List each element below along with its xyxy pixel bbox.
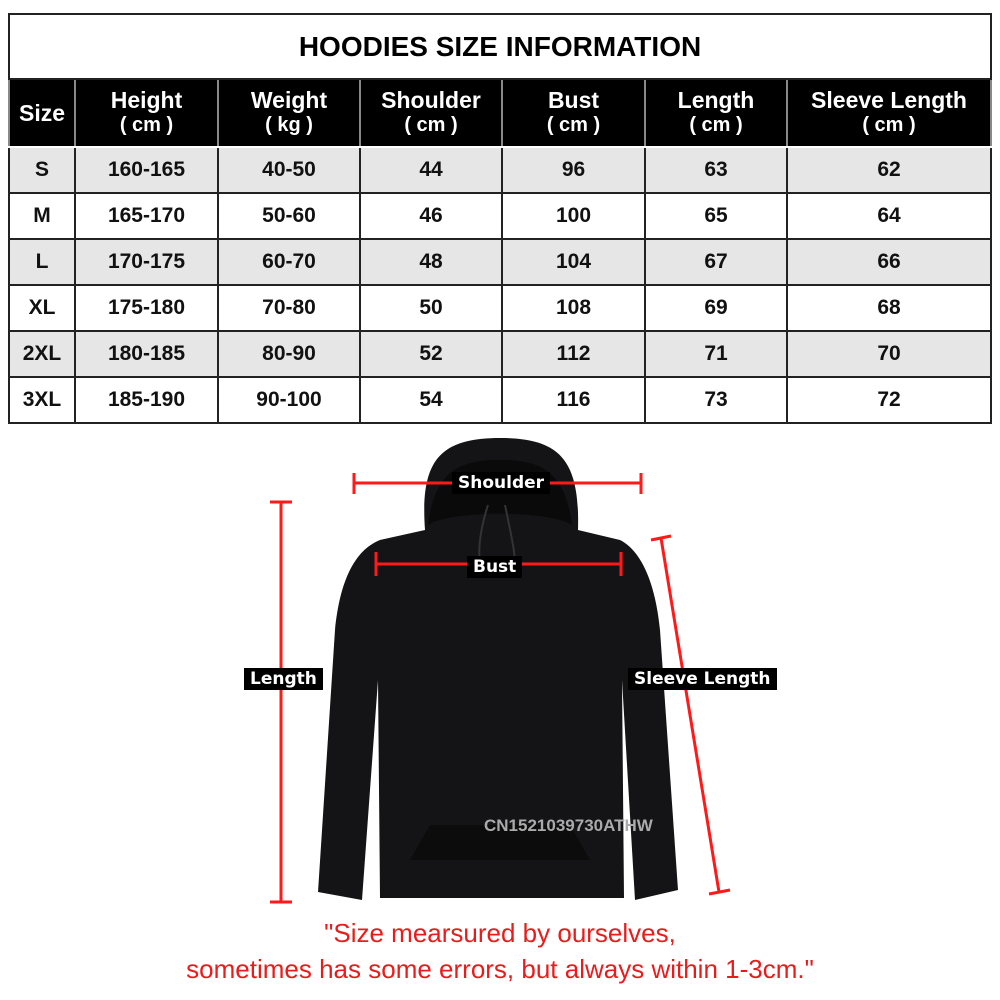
column-header-label: Sleeve Length	[811, 87, 967, 113]
table-cell: 50-60	[217, 192, 361, 240]
column-header-unit: ( cm )	[546, 114, 601, 136]
table-cell: 96	[501, 146, 646, 194]
table-cell: 52	[359, 330, 503, 378]
table-cell: 80-90	[217, 330, 361, 378]
table-cell: 73	[644, 376, 788, 424]
shoulder-label: Shoulder	[452, 472, 551, 494]
table-row: M 165-170 50-60 46 100 65 64	[8, 192, 993, 240]
table-cell: 180-185	[74, 330, 219, 378]
table-cell: S	[8, 146, 76, 194]
table-cell: 70-80	[217, 284, 361, 332]
table-cell: 90-100	[217, 376, 361, 424]
column-header-label: Size	[18, 99, 66, 126]
column-header-label: Bust	[547, 87, 600, 113]
table-cell: 108	[501, 284, 646, 332]
column-header: Weight( kg )	[217, 78, 361, 148]
table-cell: 46	[359, 192, 503, 240]
bust-label: Bust	[467, 556, 523, 578]
column-header-label: Weight	[250, 87, 328, 113]
length-label: Length	[244, 668, 323, 690]
note-line-2: sometimes has some errors, but always wi…	[186, 954, 814, 984]
column-header-unit: ( kg )	[265, 114, 313, 136]
table-cell: 2XL	[8, 330, 76, 378]
table-cell: 71	[644, 330, 788, 378]
table-cell: 69	[644, 284, 788, 332]
table-cell: 70	[785, 330, 993, 378]
table-cell: 67	[644, 238, 788, 286]
column-header-label: Height	[110, 87, 183, 113]
column-header: Shoulder( cm )	[359, 78, 503, 148]
table-cell: 185-190	[74, 376, 219, 424]
table-cell: 65	[644, 192, 788, 240]
sleeve-length-label: Sleeve Length	[628, 668, 777, 690]
table-cell: L	[8, 238, 76, 286]
table-row: S 160-165 40-50 44 96 63 62	[8, 146, 993, 194]
table-cell: 63	[644, 146, 788, 194]
table-cell: 116	[501, 376, 646, 424]
column-header: Length( cm )	[644, 78, 788, 148]
column-header-unit: ( cm )	[689, 114, 743, 136]
table-cell: 72	[785, 376, 993, 424]
column-header-unit: ( cm )	[404, 114, 458, 136]
table-cell: 54	[359, 376, 503, 424]
table-row: 3XL 185-190 90-100 54 116 73 72	[8, 376, 993, 424]
column-header: Sleeve Length( cm )	[785, 78, 993, 148]
table-cell: 50	[359, 284, 503, 332]
table-cell: 66	[785, 238, 993, 286]
column-header-unit: ( cm )	[862, 114, 916, 136]
table-cell: 44	[359, 146, 503, 194]
column-header: Height( cm )	[74, 78, 219, 148]
table-cell: 40-50	[217, 146, 361, 194]
column-header-label: Shoulder	[381, 87, 481, 113]
table-cell: XL	[8, 284, 76, 332]
note-line-1: "Size mearsured by ourselves,	[324, 918, 676, 948]
table-cell: 112	[501, 330, 646, 378]
table-title: HOODIES SIZE INFORMATION	[7, 13, 993, 80]
table-cell: 104	[501, 238, 646, 286]
table-cell: 170-175	[74, 238, 219, 286]
column-header: Size	[8, 78, 76, 148]
watermark: CN1521039730ATHW	[484, 816, 653, 835]
hoodie-image	[270, 438, 731, 904]
table-cell: 165-170	[74, 192, 219, 240]
table-cell: M	[8, 192, 76, 240]
table-row: 2XL 180-185 80-90 52 112 71 70	[8, 330, 993, 378]
size-table: HOODIES SIZE INFORMATION Size Height( cm …	[7, 13, 993, 424]
table-row: XL 175-180 70-80 50 108 69 68	[8, 284, 993, 332]
column-header-unit: ( cm )	[119, 114, 174, 136]
table-cell: 3XL	[8, 376, 76, 424]
table-cell: 60-70	[217, 238, 361, 286]
table-cell: 68	[785, 284, 993, 332]
table-cell: 48	[359, 238, 503, 286]
column-header: Bust( cm )	[501, 78, 646, 148]
table-cell: 62	[785, 146, 993, 194]
table-row: L 170-175 60-70 48 104 67 66	[8, 238, 993, 286]
table-cell: 64	[785, 192, 993, 240]
column-header-label: Length	[677, 87, 755, 113]
table-cell: 100	[501, 192, 646, 240]
table-cell: 160-165	[74, 146, 219, 194]
table-cell: 175-180	[74, 284, 219, 332]
